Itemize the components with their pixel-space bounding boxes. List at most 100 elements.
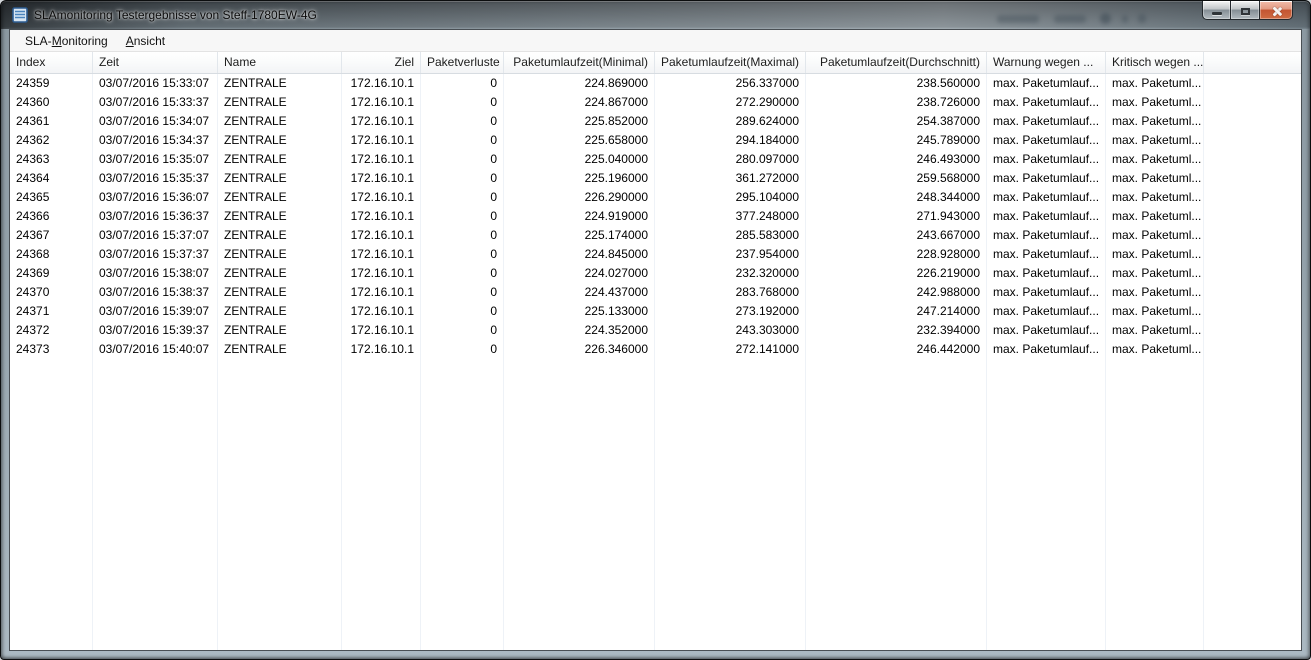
cell-rtt-min: 225.658000	[504, 131, 655, 150]
table-row[interactable]: 24362 03/07/2016 15:34:37 ZENTRALE 172.16.1…	[10, 131, 1301, 150]
table-row[interactable]: 24371 03/07/2016 15:39:07 ZENTRALE 172.16.1…	[10, 302, 1301, 321]
cell-rtt-max: 289.624000	[655, 112, 806, 131]
menu-item-sla-monitoring[interactable]: SLA-Monitoring	[25, 33, 108, 48]
cell-ziel: 172.16.10.1	[342, 226, 421, 245]
cell-rtt-min: 224.437000	[504, 283, 655, 302]
cell-name: ZENTRALE	[218, 340, 342, 359]
menu-item-ansicht[interactable]: Ansicht	[125, 33, 166, 48]
cell-kritisch: max. Paketuml...	[1106, 302, 1204, 321]
titlebar[interactable]: SLAmonitoring Testergebnisse von Steff-1…	[1, 1, 1310, 29]
column-header-rtt-min[interactable]: Paketumlaufzeit(Minimal)	[504, 52, 655, 73]
cell-warnung: max. Paketumlauf...	[987, 321, 1106, 340]
cell-ziel: 172.16.10.1	[342, 302, 421, 321]
column-header-paketverluste[interactable]: Paketverluste	[421, 52, 504, 73]
table-row[interactable]: 24369 03/07/2016 15:38:07 ZENTRALE 172.16.1…	[10, 264, 1301, 283]
cell-ziel: 172.16.10.1	[342, 112, 421, 131]
cell-rtt-avg: 247.214000	[806, 302, 987, 321]
cell-warnung: max. Paketumlauf...	[987, 245, 1106, 264]
cell-zeit: 03/07/2016 15:36:37	[93, 207, 218, 226]
cell-name: ZENTRALE	[218, 226, 342, 245]
cell-kritisch: max. Paketuml...	[1106, 112, 1204, 131]
cell-rtt-max: 295.104000	[655, 188, 806, 207]
cell-name: ZENTRALE	[218, 188, 342, 207]
cell-rtt-min: 225.133000	[504, 302, 655, 321]
column-header-zeit[interactable]: Zeit	[93, 52, 218, 73]
close-button[interactable]	[1260, 1, 1293, 20]
cell-name: ZENTRALE	[218, 112, 342, 131]
table-row[interactable]: 24359 03/07/2016 15:33:07 ZENTRALE 172.16.1…	[10, 74, 1301, 93]
cell-rtt-min: 226.346000	[504, 340, 655, 359]
cell-zeit: 03/07/2016 15:39:37	[93, 321, 218, 340]
table-row[interactable]: 24360 03/07/2016 15:33:37 ZENTRALE 172.16.1…	[10, 93, 1301, 112]
cell-index: 24373	[10, 340, 93, 359]
cell-rtt-max: 272.290000	[655, 93, 806, 112]
cell-kritisch: max. Paketuml...	[1106, 245, 1204, 264]
cell-zeit: 03/07/2016 15:40:07	[93, 340, 218, 359]
cell-rtt-min: 224.352000	[504, 321, 655, 340]
menubar: SLA-Monitoring Ansicht	[10, 30, 1301, 52]
cell-paketverluste: 0	[421, 283, 504, 302]
cell-kritisch: max. Paketuml...	[1106, 340, 1204, 359]
cell-paketverluste: 0	[421, 321, 504, 340]
glass-reflection	[1122, 15, 1128, 23]
cell-zeit: 03/07/2016 15:35:07	[93, 150, 218, 169]
table-row[interactable]: 24365 03/07/2016 15:36:07 ZENTRALE 172.16.1…	[10, 188, 1301, 207]
table-row[interactable]: 24363 03/07/2016 15:35:07 ZENTRALE 172.16.1…	[10, 150, 1301, 169]
cell-rtt-max: 273.192000	[655, 302, 806, 321]
app-icon	[12, 7, 28, 23]
cell-rtt-min: 224.845000	[504, 245, 655, 264]
table-row[interactable]: 24364 03/07/2016 15:35:37 ZENTRALE 172.16.1…	[10, 169, 1301, 188]
table-row[interactable]: 24368 03/07/2016 15:37:37 ZENTRALE 172.16.1…	[10, 245, 1301, 264]
cell-rtt-avg: 228.928000	[806, 245, 987, 264]
cell-rtt-min: 225.852000	[504, 112, 655, 131]
column-header-warnung[interactable]: Warnung wegen ...	[987, 52, 1106, 73]
table-row[interactable]: 24372 03/07/2016 15:39:37 ZENTRALE 172.16.1…	[10, 321, 1301, 340]
cell-zeit: 03/07/2016 15:38:37	[93, 283, 218, 302]
cell-name: ZENTRALE	[218, 169, 342, 188]
cell-paketverluste: 0	[421, 302, 504, 321]
maximize-icon	[1240, 7, 1250, 15]
cell-rtt-max: 283.768000	[655, 283, 806, 302]
empty-column	[806, 359, 987, 650]
table-empty-area	[10, 359, 1301, 650]
maximize-button[interactable]	[1231, 1, 1260, 20]
window-title: SLAmonitoring Testergebnisse von Steff-1…	[34, 8, 317, 22]
cell-paketverluste: 0	[421, 226, 504, 245]
cell-rtt-avg: 243.667000	[806, 226, 987, 245]
cell-paketverluste: 0	[421, 93, 504, 112]
cell-warnung: max. Paketumlauf...	[987, 188, 1106, 207]
column-header-kritisch[interactable]: Kritisch wegen ...	[1106, 52, 1204, 73]
cell-ziel: 172.16.10.1	[342, 340, 421, 359]
cell-rtt-max: 377.248000	[655, 207, 806, 226]
minimize-button[interactable]	[1202, 1, 1231, 20]
minimize-icon	[1211, 11, 1222, 15]
column-header-index[interactable]: Index	[10, 52, 93, 73]
cell-ziel: 172.16.10.1	[342, 93, 421, 112]
cell-ziel: 172.16.10.1	[342, 321, 421, 340]
empty-column	[504, 359, 655, 650]
cell-zeit: 03/07/2016 15:34:07	[93, 112, 218, 131]
cell-rtt-avg: 246.493000	[806, 150, 987, 169]
table-row[interactable]: 24370 03/07/2016 15:38:37 ZENTRALE 172.16.1…	[10, 283, 1301, 302]
table-row[interactable]: 24367 03/07/2016 15:37:07 ZENTRALE 172.16.1…	[10, 226, 1301, 245]
cell-ziel: 172.16.10.1	[342, 283, 421, 302]
column-header-rtt-max[interactable]: Paketumlaufzeit(Maximal)	[655, 52, 806, 73]
column-header-rtt-avg[interactable]: Paketumlaufzeit(Durchschnitt)	[806, 52, 987, 73]
cell-kritisch: max. Paketuml...	[1106, 74, 1204, 93]
cell-rtt-max: 294.184000	[655, 131, 806, 150]
empty-column	[93, 359, 218, 650]
table-row[interactable]: 24373 03/07/2016 15:40:07 ZENTRALE 172.16.1…	[10, 340, 1301, 359]
column-header-name[interactable]: Name	[218, 52, 342, 73]
cell-rtt-min: 225.040000	[504, 150, 655, 169]
cell-rtt-avg: 226.219000	[806, 264, 987, 283]
cell-warnung: max. Paketumlauf...	[987, 131, 1106, 150]
column-header-filler	[1204, 52, 1301, 73]
table-row[interactable]: 24366 03/07/2016 15:36:37 ZENTRALE 172.16.1…	[10, 207, 1301, 226]
table-row[interactable]: 24361 03/07/2016 15:34:07 ZENTRALE 172.16.1…	[10, 112, 1301, 131]
column-header-ziel[interactable]: Ziel	[342, 52, 421, 73]
cell-index: 24363	[10, 150, 93, 169]
cell-rtt-avg: 246.442000	[806, 340, 987, 359]
cell-index: 24367	[10, 226, 93, 245]
cell-rtt-max: 232.320000	[655, 264, 806, 283]
cell-paketverluste: 0	[421, 207, 504, 226]
